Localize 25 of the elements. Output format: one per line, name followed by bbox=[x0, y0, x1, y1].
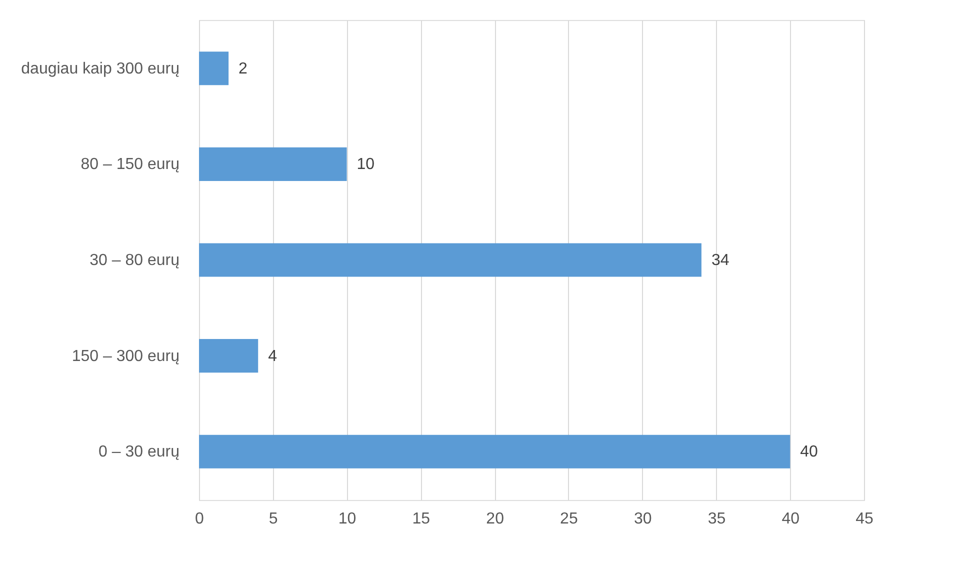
bar bbox=[199, 147, 347, 181]
x-tick-label: 5 bbox=[268, 510, 278, 528]
y-tick-label: daugiau kaip 300 eurų bbox=[21, 60, 180, 78]
data-label: 2 bbox=[238, 60, 248, 78]
y-tick-label: 80 – 150 eurų bbox=[80, 156, 180, 174]
data-label: 40 bbox=[800, 444, 818, 461]
x-tick-label: 20 bbox=[486, 510, 504, 528]
data-label: 10 bbox=[356, 156, 375, 174]
x-tick-label: 10 bbox=[338, 510, 356, 528]
x-tick-label: 25 bbox=[560, 510, 578, 528]
x-tick-label: 15 bbox=[412, 510, 430, 528]
bar bbox=[199, 52, 229, 86]
y-tick-label: 0 – 30 eurų bbox=[98, 444, 180, 461]
y-tick-label: 30 – 80 eurų bbox=[90, 252, 180, 269]
x-tick-label: 45 bbox=[856, 510, 874, 528]
x-tick-label: 30 bbox=[634, 510, 652, 528]
data-label: 34 bbox=[711, 252, 730, 269]
bar bbox=[199, 243, 702, 277]
x-tick-label: 40 bbox=[782, 510, 800, 528]
bar bbox=[199, 434, 790, 468]
data-label: 4 bbox=[268, 348, 278, 365]
y-tick-label: 150 – 300 eurų bbox=[72, 348, 180, 365]
x-tick-label: 35 bbox=[708, 510, 726, 528]
x-tick-label: 0 bbox=[195, 510, 204, 528]
bar bbox=[199, 339, 258, 373]
